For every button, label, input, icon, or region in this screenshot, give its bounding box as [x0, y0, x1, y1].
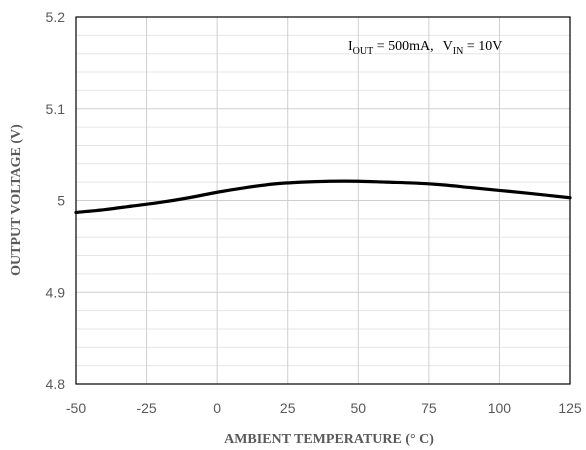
x-tick-label: 100 — [488, 400, 512, 416]
y-tick-label: 5 — [57, 193, 65, 209]
annotation-voltage-value: = 10V — [463, 39, 502, 54]
y-axis-tick-labels: 4.8 4.9 5 5.1 5.2 — [46, 9, 66, 392]
annotation-current-subscript: OUT — [353, 46, 374, 57]
y-axis-title: OUTPUT VOLTAGE (V) — [9, 124, 24, 276]
x-axis-tick-labels: -50 -25 0 25 50 75 100 125 — [66, 400, 582, 416]
series-layer — [74, 179, 572, 215]
y-tick-label: 5.2 — [46, 9, 66, 25]
annotation-voltage-subscript: IN — [453, 46, 464, 57]
y-tick-label: 4.9 — [46, 284, 66, 300]
x-tick-label: -50 — [66, 400, 86, 416]
x-tick-label: 25 — [280, 400, 296, 416]
output-voltage-series-line — [74, 179, 572, 215]
x-tick-label: 75 — [421, 400, 437, 416]
plot-area-frame — [75, 16, 571, 385]
x-tick-label: 125 — [558, 400, 582, 416]
x-tick-label: 0 — [213, 400, 221, 416]
condition-annotation: IOUT = 500mA, VIN = 10V — [348, 39, 502, 57]
annotation-current-value: = 500mA, — [373, 39, 433, 54]
x-axis-title: AMBIENT TEMPERATURE (° C) — [224, 432, 434, 447]
x-tick-label: 50 — [350, 400, 366, 416]
annotation-voltage-symbol: V — [443, 39, 453, 54]
y-tick-label: 4.8 — [46, 376, 66, 392]
x-tick-label: -25 — [136, 400, 156, 416]
annotation-current-symbol: I — [348, 39, 353, 54]
y-tick-label: 5.1 — [46, 101, 66, 117]
minor-gridlines — [76, 34, 570, 367]
